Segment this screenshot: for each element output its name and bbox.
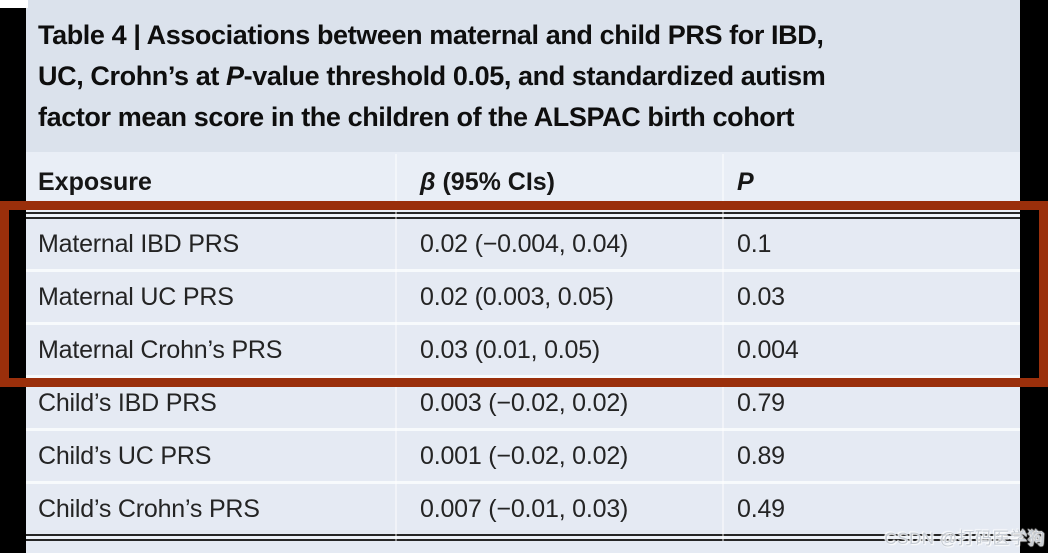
table-bottom-double-rule <box>26 534 1020 541</box>
table-row-childs-crohns: Child’s Crohn’s PRS 0.007 (−0.01, 0.03) … <box>26 484 1020 534</box>
table-label: Table 4 | <box>38 20 147 50</box>
row-separator <box>26 481 1020 484</box>
column-header-beta: β (95% CIs) <box>420 167 555 196</box>
table-title-line-1: Table 4 | Associations between maternal … <box>38 20 824 50</box>
table-row-maternal-crohns: Maternal Crohn’s PRS 0.03 (0.01, 0.05) 0… <box>26 325 1020 375</box>
table-title: Table 4 | Associations between maternal … <box>26 0 1020 152</box>
highlight-annotation-box <box>0 201 1048 387</box>
row-separator <box>26 375 1020 378</box>
table-title-line-2: UC, Crohn’s at P-value threshold 0.05, a… <box>38 61 826 91</box>
column-divider-line <box>722 154 724 541</box>
column-header-exposure: Exposure <box>38 167 152 196</box>
table-bottom-margin <box>26 541 1020 553</box>
row-separator <box>26 322 1020 325</box>
table-row-maternal-ibd: Maternal IBD PRS 0.02 (−0.004, 0.04) 0.1 <box>26 219 1020 269</box>
table-title-line-3: factor mean score in the children of the… <box>38 102 795 132</box>
corner-white-patch <box>0 0 28 8</box>
row-separator <box>26 428 1020 431</box>
beta-symbol: β <box>420 167 436 196</box>
column-divider-line <box>395 154 397 541</box>
csdn-watermark: CSDN @打码医学狗 <box>884 529 1045 548</box>
table-row-maternal-uc: Maternal UC PRS 0.02 (0.003, 0.05) 0.03 <box>26 272 1020 322</box>
table-row-childs-uc: Child’s UC PRS 0.001 (−0.02, 0.02) 0.89 <box>26 431 1020 481</box>
column-header-p: P <box>737 167 754 196</box>
row-separator <box>26 269 1020 272</box>
header-double-rule <box>26 212 1020 219</box>
